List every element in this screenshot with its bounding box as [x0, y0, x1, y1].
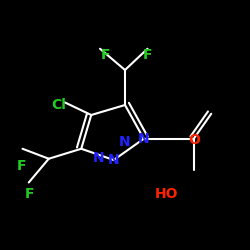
- Text: F: F: [16, 159, 26, 173]
- Text: F: F: [25, 187, 35, 201]
- Text: N: N: [138, 132, 149, 146]
- Text: O: O: [188, 133, 200, 147]
- Text: Cl: Cl: [51, 98, 66, 112]
- Text: N: N: [93, 150, 104, 164]
- Text: F: F: [143, 48, 152, 62]
- Text: HO: HO: [154, 187, 178, 201]
- Text: F: F: [100, 48, 110, 62]
- Text: N: N: [119, 136, 131, 149]
- Text: N: N: [108, 153, 120, 167]
